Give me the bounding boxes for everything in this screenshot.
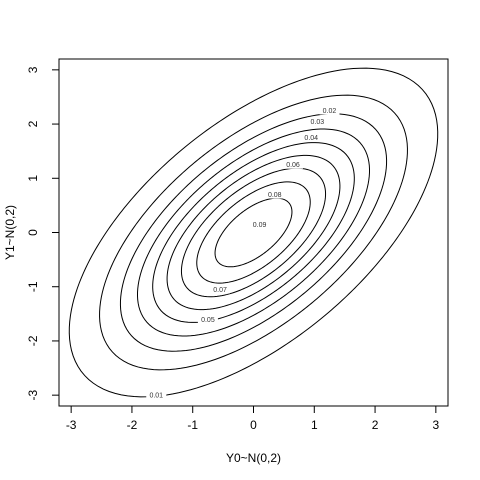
y-axis-label: Y1~N(0,2)	[3, 205, 17, 260]
y-tick-label: 2	[26, 120, 40, 127]
x-axis-label: Y0~N(0,2)	[226, 451, 281, 465]
contour-level-label: 0.06	[286, 162, 300, 169]
level-label-layer: 0.01 0.02 0.03 0.04 0.05 0.06 0.07 0.08 0.09	[146, 107, 339, 400]
y-tick-label: -1	[26, 281, 40, 292]
contour-layer	[69, 68, 437, 397]
contour-line-0.01	[69, 68, 437, 397]
x-tick-label: 0	[250, 418, 257, 432]
y-tick-label: 1	[26, 175, 40, 182]
contour-line-0.05	[153, 143, 355, 323]
x-tick-label: -1	[187, 418, 198, 432]
contour-level-label: 0.08	[268, 192, 282, 199]
contour-line-0.02	[100, 95, 408, 370]
y-tick-label: 0	[26, 229, 40, 236]
contour-level-label: 0.09	[253, 222, 267, 229]
y-tick-label: -2	[26, 335, 40, 346]
y-tick-label: 3	[26, 66, 40, 73]
plot-frame	[59, 59, 448, 406]
contour-line-0.08	[197, 182, 310, 283]
x-tick-label: 3	[433, 418, 440, 432]
contour-level-label: 0.05	[201, 317, 215, 324]
y-tick-label: -3	[26, 389, 40, 400]
contour-line-0.06	[167, 155, 340, 309]
x-tick-label: 1	[311, 418, 318, 432]
y-axis: -3 -2 -1 0 1 2 3	[26, 66, 59, 400]
contour-level-label: 0.03	[311, 119, 325, 126]
contour-level-label: 0.01	[149, 393, 163, 400]
contour-level-label: 0.04	[304, 135, 318, 142]
x-tick-label: 2	[372, 418, 379, 432]
x-tick-label: -2	[127, 418, 138, 432]
contour-level-label: 0.07	[213, 287, 227, 294]
contour-level-label: 0.02	[323, 108, 337, 115]
x-tick-label: -3	[66, 418, 77, 432]
contour-line-0.09	[215, 198, 292, 267]
x-axis: -3 -2 -1 0 1 2 3	[66, 406, 440, 432]
